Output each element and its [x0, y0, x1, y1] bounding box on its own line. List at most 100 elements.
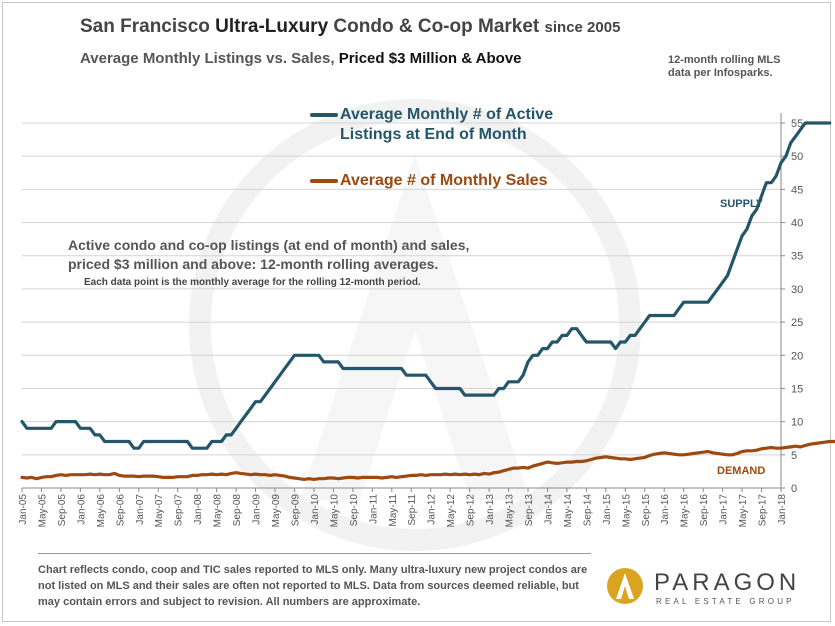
series-line-listings-point — [167, 440, 169, 443]
series-line-listings-point — [172, 440, 174, 443]
x-tick-label: May-07 — [154, 494, 165, 528]
series-line-listings-point — [483, 394, 486, 396]
series-line-sales-point — [775, 447, 777, 450]
series-line-listings-point — [347, 367, 349, 370]
series-line-listings-point — [186, 440, 189, 443]
x-tick-label: May-06 — [96, 494, 107, 528]
series-line-listings-point — [215, 440, 218, 443]
legend-label-sales: Average # of Monthly Sales — [340, 172, 548, 189]
series-line-sales-point — [167, 476, 169, 479]
series-line-listings-point — [639, 327, 641, 330]
series-line-sales-point — [249, 473, 252, 476]
series-line-listings-point — [760, 195, 763, 197]
series-line-listings-point — [755, 208, 758, 211]
series-line-sales-point — [361, 476, 364, 479]
series-line-sales-point — [663, 452, 665, 454]
series-line-sales-point — [201, 473, 203, 476]
x-tick-label: Jan-18 — [777, 494, 788, 525]
series-line-listings-point — [50, 427, 52, 430]
series-line-listings-point — [89, 427, 91, 430]
series-line-listings-point — [225, 434, 228, 436]
series-line-sales-point — [118, 474, 121, 477]
series-line-listings-point — [293, 354, 296, 357]
subtitle-text-1: Average Monthly Listings vs. Sales, — [80, 50, 339, 67]
series-line-sales-point — [512, 467, 515, 469]
series-line-listings-point — [449, 387, 452, 390]
series-line-listings-point — [45, 427, 48, 430]
series-line-sales-point — [546, 461, 549, 463]
series-line-listings-point — [546, 347, 549, 350]
x-tick-label: May-13 — [505, 494, 516, 528]
series-line-sales-point — [673, 453, 675, 456]
series-line-listings-point — [138, 447, 140, 450]
x-tick-label: May-15 — [621, 494, 632, 528]
watermark-logo — [189, 99, 641, 551]
series-line-listings-point — [478, 394, 481, 396]
series-line-listings-point — [288, 361, 291, 363]
series-line-sales-point — [527, 467, 529, 469]
series-line-sales-point — [464, 473, 466, 475]
series-line-sales-point — [308, 477, 310, 480]
series-line-sales-point — [240, 472, 242, 475]
x-tick-label: Sep-12 — [466, 494, 477, 527]
series-line-sales-point — [702, 451, 704, 454]
series-line-listings-point — [30, 427, 33, 430]
series-line-sales-point — [794, 445, 797, 448]
legend-label-listings: Average Monthly # of Active Listings at … — [340, 105, 553, 145]
series-line-sales-point — [760, 448, 763, 450]
series-line-sales-point — [327, 477, 330, 479]
series-line-sales-point — [415, 474, 417, 477]
series-line-listings-point — [751, 215, 753, 217]
x-tick-label: May-14 — [563, 494, 574, 528]
series-line-listings-point — [653, 314, 656, 317]
series-line-listings-point — [541, 347, 544, 350]
series-line-sales-point — [40, 476, 43, 479]
series-line-listings-point — [566, 334, 568, 337]
series-line-sales-point — [322, 477, 325, 480]
series-line-sales-point — [498, 471, 500, 473]
series-line-sales-point — [434, 473, 437, 476]
series-line-listings-point — [746, 228, 748, 230]
series-line-listings-point — [245, 414, 247, 416]
series-line-listings-point — [468, 394, 471, 396]
paragon-logo-name: PARAGON — [654, 569, 801, 596]
series-line-sales-point — [395, 476, 398, 479]
series-line-sales-point — [211, 473, 213, 475]
y-axis-tick-labels: 0 5 10 15 20 25 30 35 40 45 50 55 — [781, 118, 803, 495]
chart-series — [20, 121, 835, 481]
series-line-listings-point — [259, 400, 262, 403]
series-line-listings-point — [736, 248, 738, 250]
x-tick-label: Sep-07 — [174, 494, 185, 527]
series-line-sales-point — [629, 458, 631, 461]
series-line-sales-point — [532, 465, 534, 467]
series-line-sales-point — [279, 474, 281, 477]
series-line-listings-point — [133, 447, 135, 450]
series-line-listings-point — [332, 361, 335, 363]
series-line-listings-point — [386, 367, 388, 370]
series-line-listings-point — [600, 341, 602, 343]
series-line-sales-point — [381, 477, 383, 479]
series-line-listings-point — [113, 440, 116, 443]
series-line-listings-point — [152, 440, 155, 443]
series-line-sales-point — [580, 460, 583, 463]
y-tick-label-40: 40 — [791, 218, 803, 230]
series-line-listings-point — [819, 122, 821, 124]
x-tick-label: Jan-10 — [310, 494, 321, 525]
x-tick-label: Jan-13 — [485, 494, 496, 525]
series-line-listings-point — [425, 374, 427, 377]
x-tick-label: Sep-13 — [524, 494, 535, 527]
series-line-sales-point — [668, 452, 670, 455]
series-line-sales-point — [478, 473, 481, 476]
series-line-listings-point — [176, 440, 179, 443]
series-line-sales-point — [721, 453, 724, 456]
series-line-listings-point — [269, 387, 271, 390]
series-line-sales-point — [814, 442, 816, 445]
series-line-listings-point — [391, 367, 393, 370]
series-line-listings-point — [629, 334, 631, 337]
series-line-listings-point — [181, 440, 184, 443]
x-tick-label: May-12 — [446, 494, 457, 528]
series-line-listings-point — [60, 420, 62, 423]
series-line-listings-point — [235, 427, 237, 430]
series-line-sales-point — [444, 473, 447, 475]
series-line-listings-point — [230, 434, 232, 436]
